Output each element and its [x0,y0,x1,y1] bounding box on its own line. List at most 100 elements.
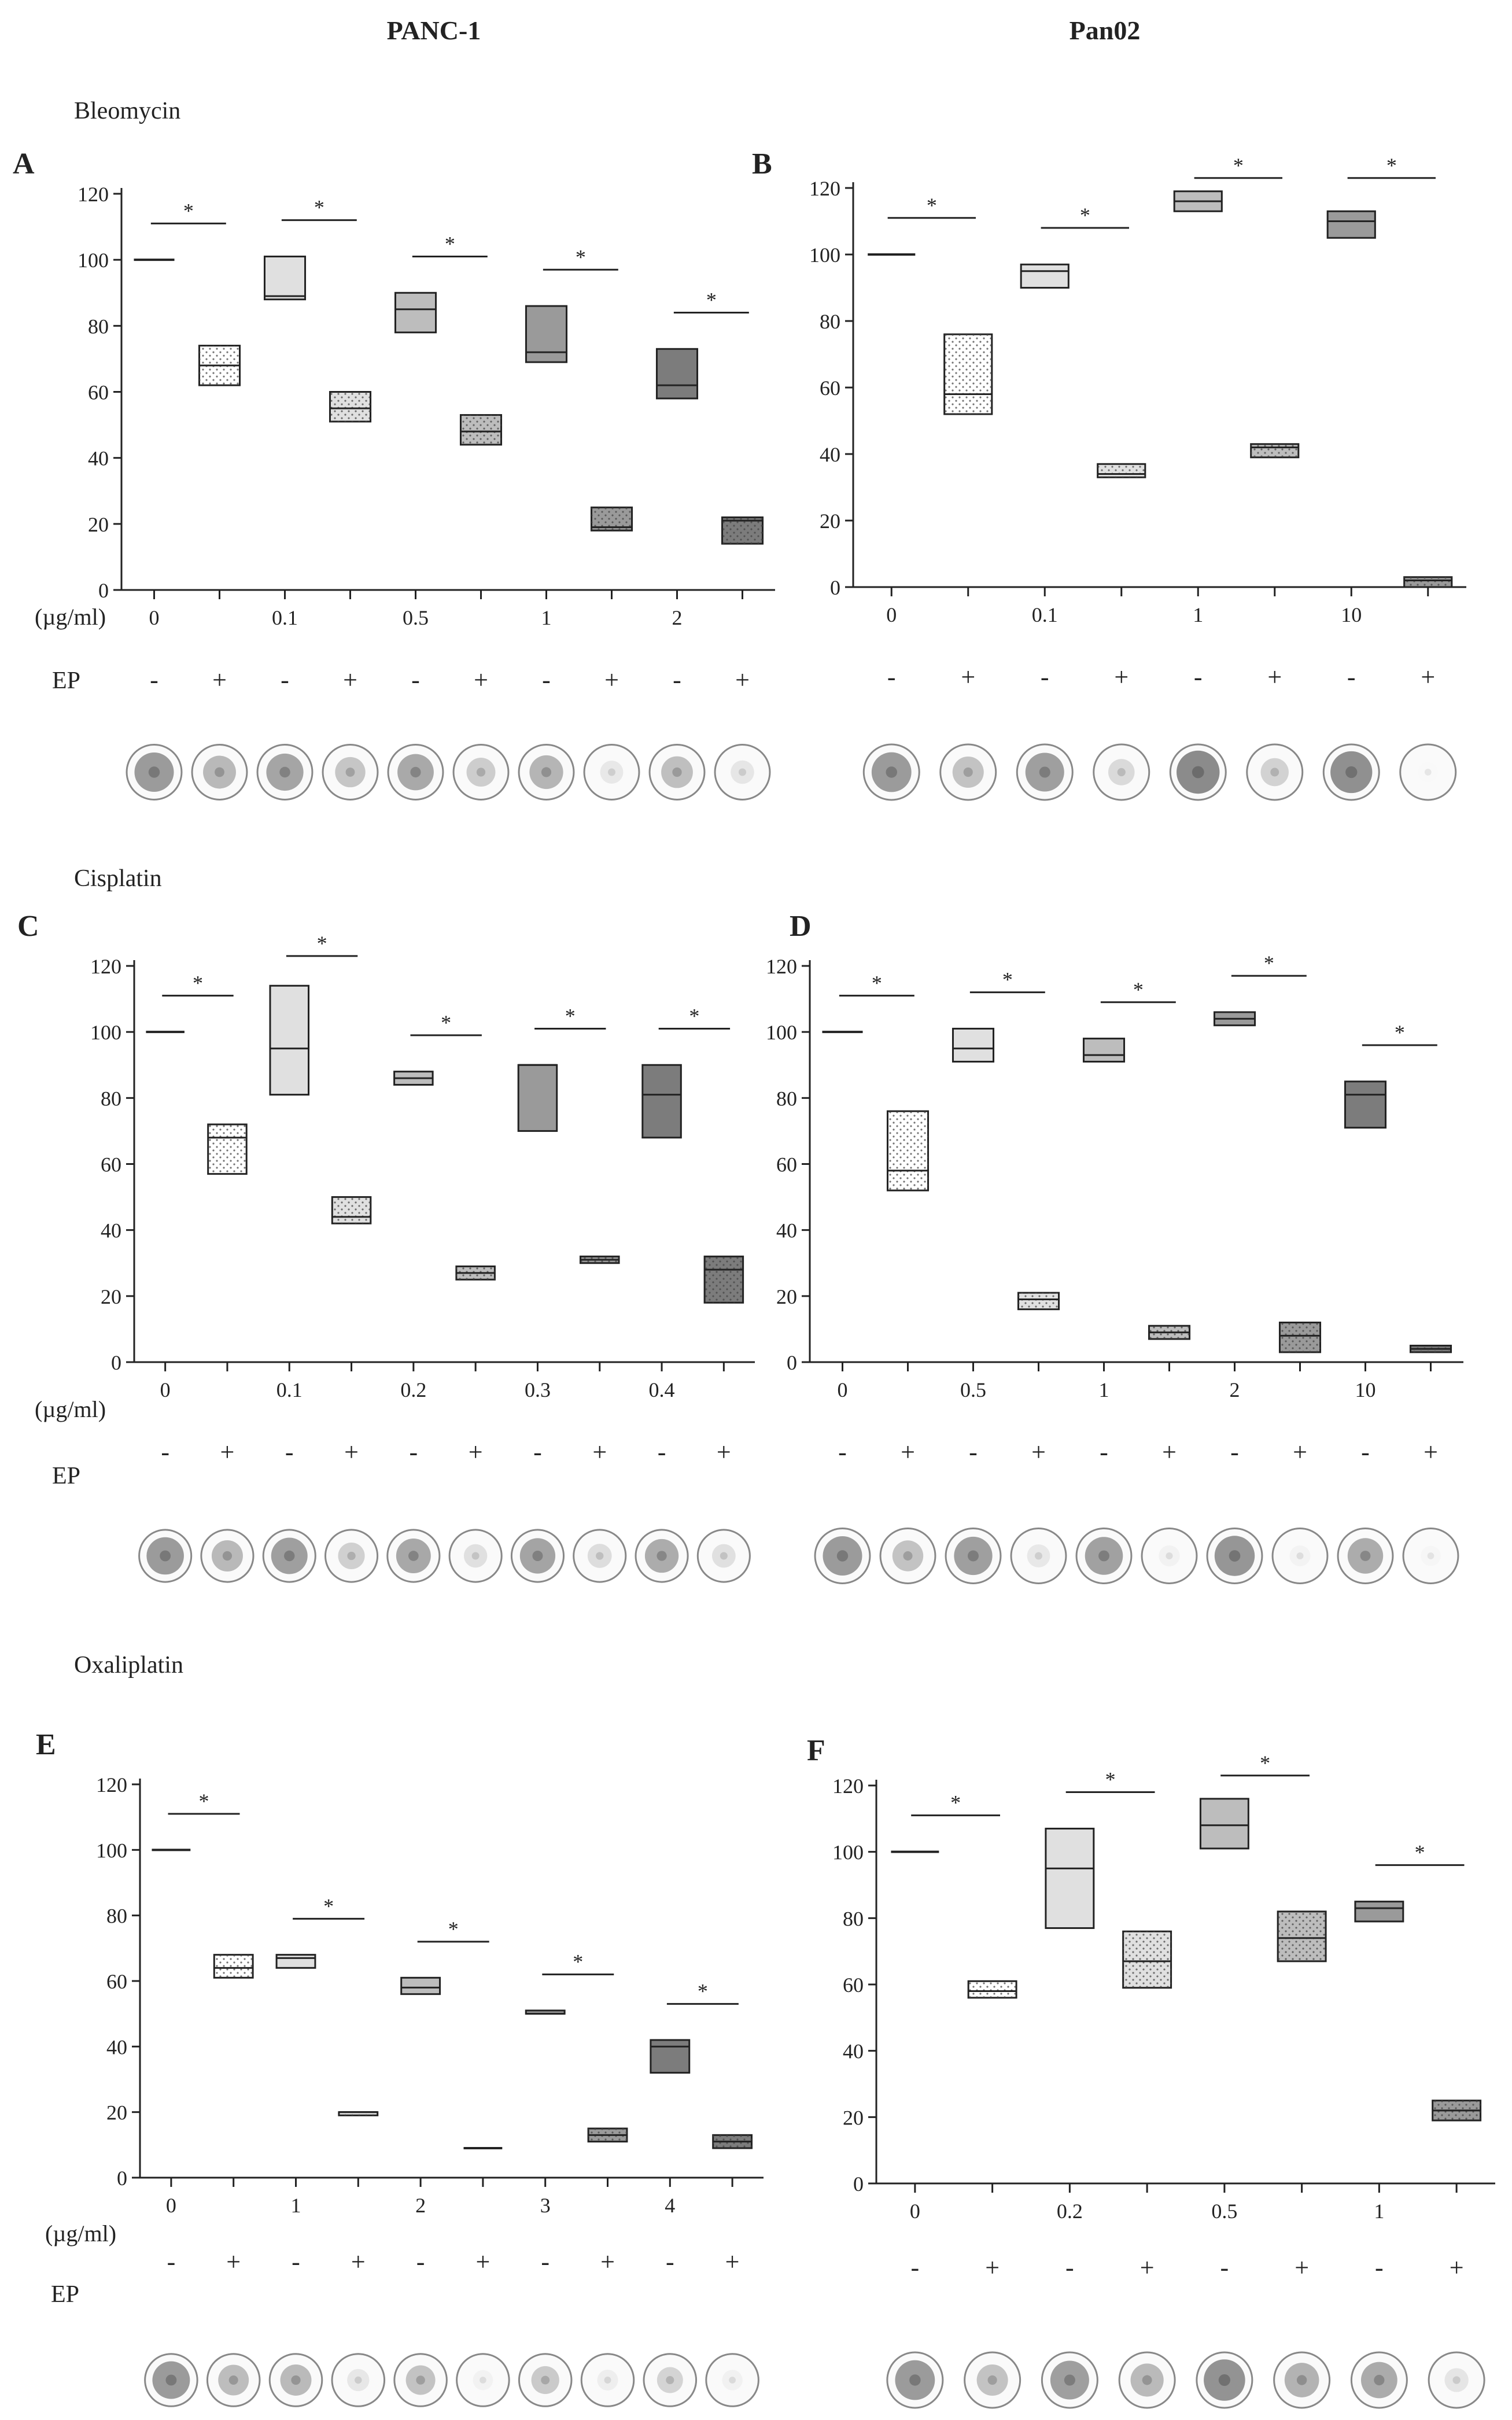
colony-dish-center [355,2376,362,2384]
significance-star: * [1105,1768,1116,1791]
y-tick-label: 100 [809,244,840,267]
significance-star: * [1133,978,1144,1001]
chart-panel-d: D 0 20 40 60 80 100 120 0 0.5 1 2 10 - + - + - + - + - + * * * * * [766,910,1463,1584]
colony-dish-center [1270,768,1279,777]
chart-panel-c: C 0 20 40 60 80 100 120 0 0.1 0.2 0.3 0.4 (µg/ml) EP - +… [17,910,755,1583]
significance-star: * [445,232,455,255]
colony-dish-cells [266,753,304,791]
y-tick-label: 120 [96,1773,127,1796]
colony-dish-center [886,766,898,778]
data-box-texture [1404,577,1452,587]
ep-plus-sign: + [344,1438,359,1466]
y-tick-label: 80 [820,310,840,333]
colony-dish-center [604,2377,611,2384]
y-tick-label: 20 [820,510,840,533]
data-box [650,2039,691,2074]
colony-dish-center [1427,1552,1434,1559]
y-tick-label: 100 [766,1021,797,1044]
colony-dish-center [222,1551,233,1561]
colony-dish-center [416,2375,425,2385]
significance-star: * [441,1011,451,1034]
ep-plus-sign: + [717,1438,731,1466]
colony-dish-center [987,2375,997,2385]
colony-dish-center [1296,1552,1304,1560]
y-tick-label: 60 [776,1153,797,1176]
ep-plus-sign: + [901,1438,915,1466]
colony-dish-center [968,1550,979,1562]
data-box-texture [332,1197,371,1224]
colony-dish-cells [396,1539,431,1573]
colony-dish-center [165,2374,177,2386]
data-box-texture [1278,1911,1326,1961]
significance-star: * [927,194,937,217]
significance-star: * [1233,154,1244,177]
colony-dish-cells [1050,2360,1089,2400]
significance-star: * [698,1980,708,2003]
significance-star: * [950,1791,961,1814]
colony-dish-center [1142,2375,1152,2385]
ep-minus-sign: - [533,1438,542,1466]
colony-dish-cells [271,1537,308,1574]
data-box [1326,210,1376,239]
ep-plus-sign: + [735,666,750,694]
colony-dish-cells [731,760,754,784]
ep-plus-sign: + [351,2248,366,2276]
colony-dish-center [666,2375,674,2385]
colony-dish-center [215,767,224,777]
x-tick-label: 0.2 [1057,2200,1083,2223]
ep-plus-sign: + [1293,1438,1307,1466]
colony-dish-cells [473,2370,493,2391]
ep-plus-sign: + [1031,1438,1046,1466]
colony-dish-center [963,767,973,777]
data-box [1354,1901,1404,1923]
column-title-panc1: PANC-1 [387,16,481,45]
colony-dish-center [1452,2376,1461,2384]
colony-dish-cells [335,757,366,788]
colony-dish-cells [338,1542,365,1570]
ep-plus-sign: + [343,666,357,694]
colony-dish-center [836,1550,849,1562]
y-tick-label: 80 [106,1905,127,1928]
significance-star: * [314,196,324,219]
y-tick-label: 60 [820,377,840,400]
y-tick-label: 20 [106,2101,127,2124]
data-box-texture [330,392,371,422]
colony-dish-center [541,2375,550,2385]
x-tick-label: 1 [1099,1378,1109,1401]
ep-plus-sign: + [475,2248,490,2276]
x-tick-label: 1 [1374,2200,1384,2223]
data-box-texture [705,1256,743,1303]
ep-plus-sign: + [725,2248,740,2276]
y-tick-label: 0 [111,1351,121,1374]
data-box [1082,1038,1126,1063]
y-tick-label: 60 [843,1973,864,1997]
ep-minus-sign: - [150,666,158,694]
chart-panel-a: A 0 20 40 60 80 100 120 0 0.1 0.5 1 2 (µg/ml) EP - + - + - +… [13,147,775,800]
panel-label: C [17,910,39,943]
y-tick-label: 80 [843,1907,864,1930]
colony-dish-center [1374,2374,1385,2386]
colony-dish-cells [466,758,496,787]
significance-star: * [183,199,194,222]
colony-dish-center [1166,1552,1173,1560]
x-tick-label: 2 [415,2194,426,2217]
data-box-texture [338,2112,378,2116]
y-tick-label: 0 [98,579,109,602]
ep-minus-sign: - [666,2248,674,2276]
x-tick-label: 2 [1230,1378,1240,1401]
colony-dish-cells [952,756,984,788]
x-tick-label: 10 [1341,603,1362,626]
y-tick-label: 40 [101,1219,121,1242]
significance-star: * [448,1917,459,1941]
x-tick-label: 0.5 [1211,2200,1237,2223]
ep-minus-sign: - [411,666,420,694]
ep-minus-sign: - [1361,1438,1370,1466]
colony-dish-center [476,768,486,777]
ep-plus-sign: + [1295,2253,1309,2282]
colony-dish-cells [405,2365,436,2395]
data-box-texture [944,334,992,414]
colony-dish-cells [1108,759,1135,785]
colony-dish-cells [1289,1545,1311,1567]
data-box [394,292,437,334]
